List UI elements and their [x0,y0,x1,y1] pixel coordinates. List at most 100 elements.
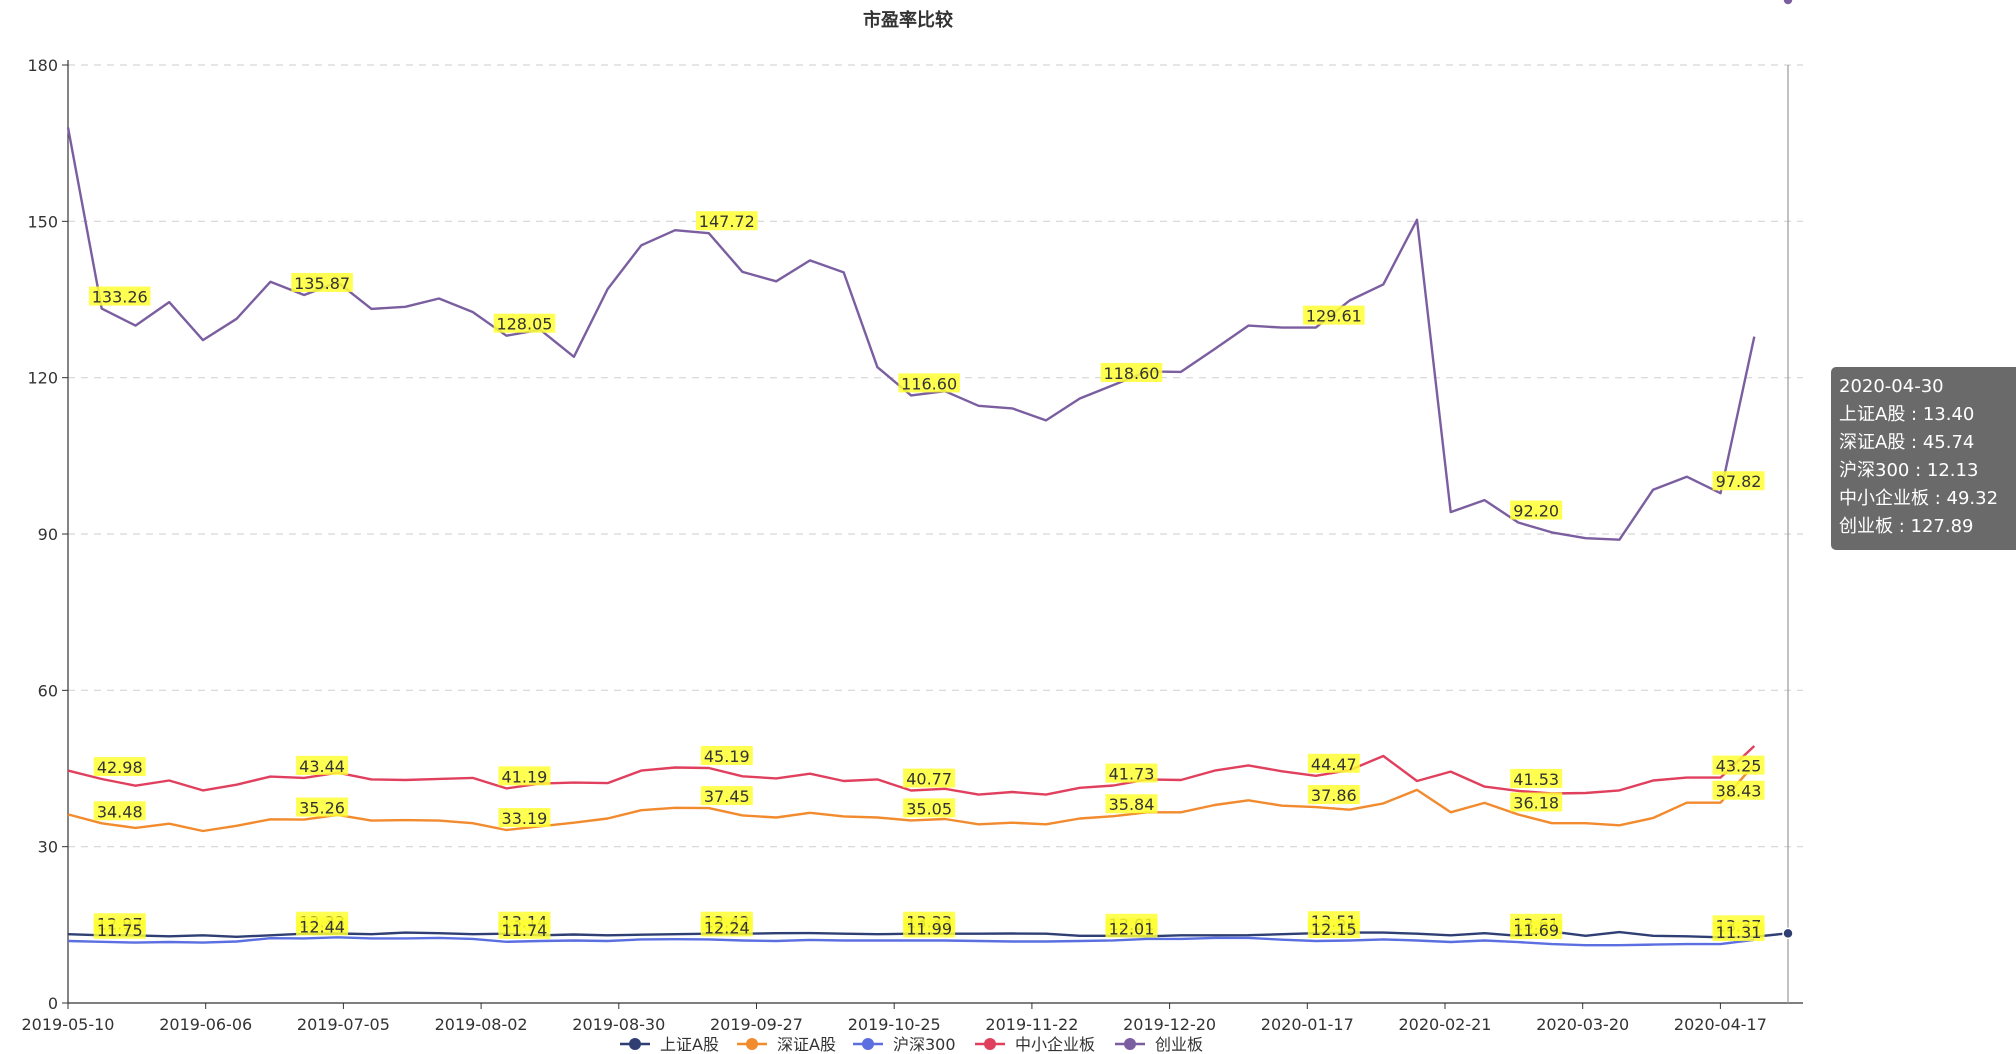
axis-layer: 0 30 60 90 120 150 180 2019-05-10 2019-06-06 2019… [22,56,1803,1034]
data-label-bg [93,919,146,939]
data-label: 41.73 [1109,765,1155,784]
legend-marker [746,1038,758,1050]
data-label-bg [1510,768,1563,788]
y-tick-label: 180 [27,56,58,75]
data-label: 12.01 [1109,919,1155,938]
series-line [66,127,1756,541]
data-label: 12.24 [704,918,750,937]
grid-layer [68,64,1803,848]
y-tick-label: 150 [27,212,58,231]
data-label: 43.44 [299,757,345,776]
data-label-bg [903,918,956,938]
data-label-bg [498,919,551,939]
data-label-bg [898,373,960,393]
legend-marker [862,1038,874,1050]
x-tick-label: 2019-12-20 [1123,1015,1216,1034]
data-label-bg [695,211,758,231]
data-label: 35.84 [1109,795,1155,814]
data-label-bg [88,286,151,306]
data-label-bg [700,786,753,806]
data-label-bg [1105,794,1158,814]
tooltip: 2020-04-30 上证A股 : 13.40 深证A股 : 45.74 沪深3… [1831,367,2016,550]
legend-marker [984,1038,996,1050]
data-label: 38.43 [1716,782,1762,801]
data-label-bg [493,313,556,333]
y-tick-label: 30 [38,838,58,857]
data-label: 43.25 [1716,757,1762,776]
data-label-bg [498,808,551,828]
data-label-bg [296,755,349,775]
data-label: 133.26 [92,288,148,307]
series-line [67,745,1756,796]
y-tick-label: 60 [38,681,58,700]
data-label: 147.72 [699,212,755,231]
data-label: 97.82 [1716,472,1762,491]
legend-label: 深证A股 [777,1035,836,1054]
data-label-bg [1510,500,1563,520]
data-label: 34.48 [97,802,143,821]
chart-title: 市盈率比较 [863,9,953,31]
data-label: 45.19 [704,747,750,766]
data-label-bg [1307,753,1360,773]
data-label-bg [296,797,349,817]
data-label: 44.47 [1311,755,1357,774]
series-line [67,763,1756,833]
data-label: 35.05 [906,799,952,818]
hover-point [1782,0,1794,6]
data-label-bg [903,798,956,818]
data-label: 37.45 [704,787,750,806]
hover-point [1782,927,1794,940]
data-label-bg [1712,471,1765,491]
data-label: 11.69 [1513,921,1559,940]
data-label: 41.53 [1513,770,1559,789]
x-tick-label: 2019-11-22 [985,1015,1078,1034]
legend-label: 创业板 [1155,1035,1203,1054]
y-tick-label: 90 [38,525,58,544]
x-tick-label: 2019-06-06 [159,1015,252,1034]
tooltip-row: 上证A股 : 13.40 [1839,404,1975,425]
tooltip-row: 沪深300 : 12.13 [1839,460,1979,481]
data-label: 12.15 [1311,920,1357,939]
data-label: 118.60 [1103,364,1159,383]
x-tick-label: 2020-04-17 [1674,1015,1767,1034]
data-label: 128.05 [496,315,552,334]
data-label: 35.26 [299,799,345,818]
data-label-bg [700,745,753,765]
data-label: 41.19 [502,767,548,786]
x-tick-label: 2019-05-10 [22,1015,115,1034]
data-label: 42.98 [97,758,143,777]
data-label: 37.86 [1311,786,1357,805]
legend-marker [629,1038,641,1050]
tooltip-row: 创业板 : 127.89 [1839,516,1974,537]
data-label: 129.61 [1306,307,1362,326]
data-label-bg [700,917,753,937]
data-label-bg [1105,918,1158,938]
data-label-bg [1510,792,1563,812]
data-label: 11.99 [906,920,952,939]
tooltip-row: 深证A股 : 45.74 [1839,432,1975,453]
data-label-bg [291,272,353,292]
legend-marker [1124,1038,1136,1050]
data-label: 116.60 [901,374,957,393]
data-label: 92.20 [1513,502,1559,521]
x-tick-label: 2020-02-21 [1399,1015,1492,1034]
legend[interactable]: 上证A股 深证A股 沪深300 中小企业板 创业板 [620,1035,1203,1054]
x-tick-label: 2019-10-25 [848,1015,941,1034]
series-line [67,936,1755,947]
data-label: 40.77 [906,770,952,789]
data-label-bg [1712,922,1765,942]
data-label: 135.87 [294,274,350,293]
data-label-bg [1100,362,1163,382]
y-tick-label: 0 [48,994,58,1013]
legend-label: 上证A股 [660,1035,719,1054]
data-label-bg [1307,785,1360,805]
tooltip-date: 2020-04-30 [1839,376,1944,397]
data-label-bg [1712,755,1765,775]
data-label-layer: 12.9713.3313.1413.4213.3313.0113.5113.61… [88,211,1765,942]
data-label-bg [1307,918,1360,938]
x-tick-label: 2019-08-02 [435,1015,528,1034]
legend-label: 中小企业板 [1015,1035,1095,1054]
legend-label: 沪深300 [893,1035,956,1054]
x-tick-label: 2020-03-20 [1536,1015,1629,1034]
